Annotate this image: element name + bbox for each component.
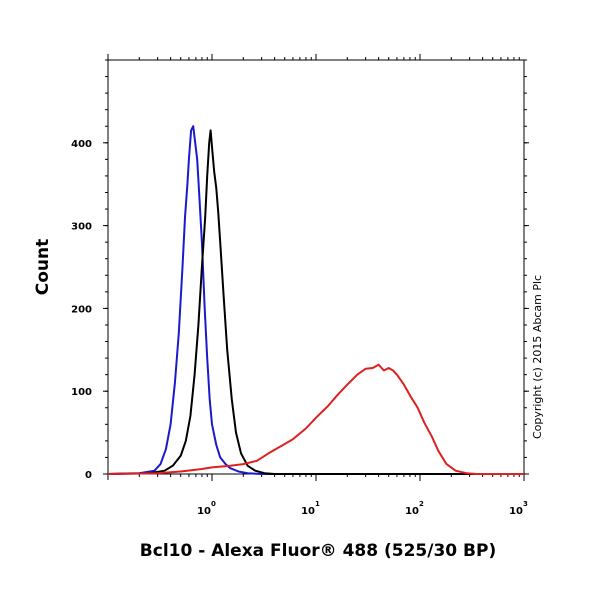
axes bbox=[107, 59, 525, 475]
histogram-series-line-1 bbox=[107, 125, 524, 475]
x-tick-exponent: 3 bbox=[523, 500, 528, 508]
histogram-series-line-3 bbox=[107, 363, 524, 475]
y-tick-label: 300 bbox=[71, 222, 92, 233]
x-axis-label: Bcl10 - Alexa Fluor® 488 (525/30 BP) bbox=[140, 541, 496, 561]
series bbox=[107, 125, 524, 475]
y-tick-label: 200 bbox=[71, 304, 92, 315]
plot-frame bbox=[107, 59, 525, 475]
x-tick-label: 10 bbox=[301, 506, 315, 517]
x-tick-exponent: 1 bbox=[315, 500, 320, 508]
x-tick-label: 10 bbox=[405, 506, 419, 517]
labels: Count Bcl10 - Alexa Fluor® 488 (525/30 B… bbox=[33, 239, 544, 561]
x-tick-label: 10 bbox=[197, 506, 211, 517]
y-axis-label: Count bbox=[33, 239, 53, 296]
x-tick-exponent: 0 bbox=[211, 500, 216, 508]
y-tick-label: 0 bbox=[85, 470, 92, 481]
copyright-annotation: Copyright (c) 2015 Abcam Plc bbox=[531, 275, 544, 439]
x-tick-label: 10 bbox=[509, 506, 523, 517]
x-tick-exponent: 2 bbox=[419, 500, 424, 508]
y-tick-label: 400 bbox=[71, 139, 92, 150]
histogram-series-line-2 bbox=[107, 129, 524, 475]
y-tick-label: 100 bbox=[71, 387, 92, 398]
